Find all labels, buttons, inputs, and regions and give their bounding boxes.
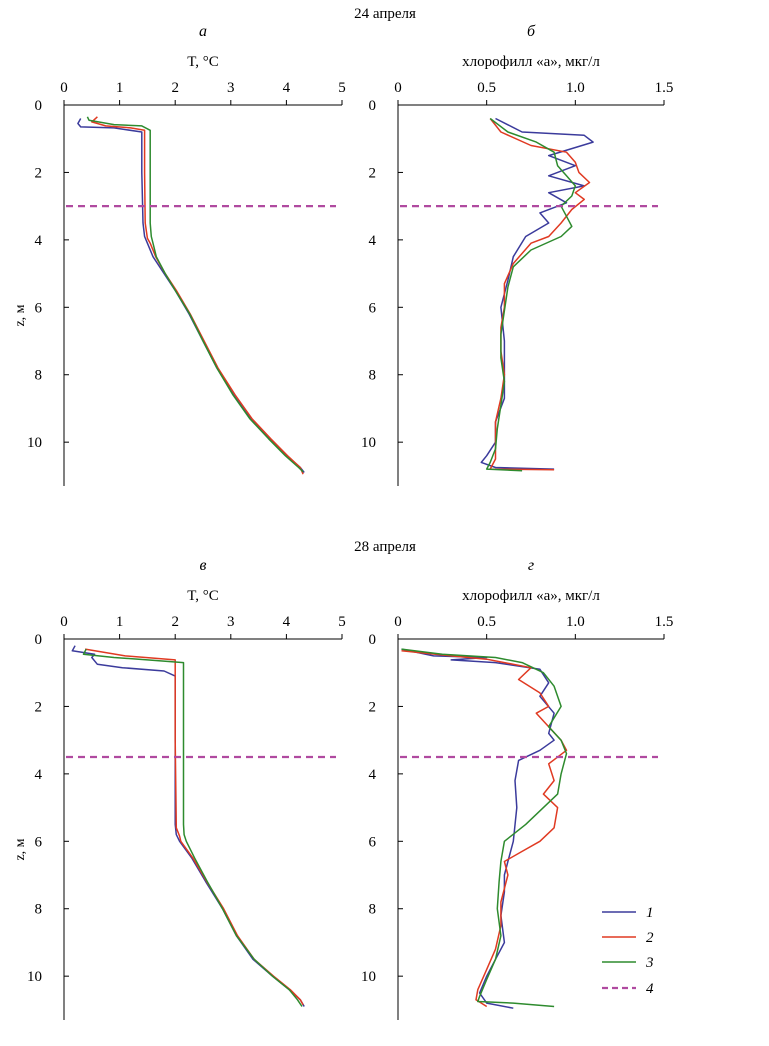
legend-label-4: 4: [646, 981, 654, 997]
chart1-xtick-label-1: 1: [116, 80, 124, 96]
chart3-xtick-label-1: 1: [116, 614, 124, 630]
chart3-series-line-2: [84, 648, 304, 1006]
chart3-panel-letter: в: [200, 557, 207, 574]
chart1-ytick-label-5: 10: [27, 435, 42, 451]
chart2-series-line-2: [489, 118, 591, 471]
chart3-yaxis-label: z, м: [13, 838, 28, 860]
chart3-ytick-label-0: 0: [35, 632, 43, 648]
chart1-ytick-label-4: 8: [35, 368, 43, 384]
chart2-series-line-3: [485, 117, 577, 472]
chart1-ytick-label-1: 2: [35, 165, 43, 181]
chart2-xtick-label-2: 1.0: [566, 80, 585, 96]
chart-panel-4: г хлорофилл «а», мкг/л 0 0.5 1.0 1.5 0 2 4 6 8 10: [361, 557, 673, 1020]
chart4-series-line-1: [401, 648, 555, 1009]
chart1-xtick-label-2: 2: [171, 80, 179, 96]
chart2-ytick-label-4: 8: [369, 368, 377, 384]
chart1-ytick-label-3: 6: [35, 300, 43, 316]
chart4-ytick-label-0: 0: [369, 632, 377, 648]
chart1-xtick-label-5: 5: [338, 80, 346, 96]
chart1-series-line-3: [86, 116, 304, 473]
legend-label-1: 1: [646, 905, 654, 921]
chart-panel-2: б хлорофилл «а», мкг/л 0 0.5 1.0 1.5 0 2 4 6 8 10: [361, 23, 673, 486]
chart2-ytick-label-0: 0: [369, 98, 377, 114]
legend-label-2: 2: [646, 930, 654, 946]
chart3-xtick-label-3: 3: [227, 614, 235, 630]
chart2-xtick-label-0: 0: [394, 80, 402, 96]
chart4-xtick-label-2: 1.0: [566, 614, 585, 630]
chart4-panel-letter: г: [528, 557, 534, 574]
chart4-xtick-label-1: 0.5: [477, 614, 496, 630]
chart4-xtick-label-3: 1.5: [655, 614, 674, 630]
chart3-xtick-label-2: 2: [171, 614, 179, 630]
chart2-ytick-label-3: 6: [369, 300, 377, 316]
chart1-xtick-label-3: 3: [227, 80, 235, 96]
chart1-ytick-label-2: 4: [35, 233, 43, 249]
chart3-ytick-label-1: 2: [35, 699, 43, 715]
chart3-series-line-3: [82, 648, 303, 1007]
chart3-ytick-label-2: 4: [35, 767, 43, 783]
chart1-ytick-label-0: 0: [35, 98, 43, 114]
chart3-ytick-label-5: 10: [27, 969, 42, 985]
chart4-ytick-label-3: 6: [369, 834, 377, 850]
chart4-xtick-label-0: 0: [394, 614, 402, 630]
chart2-series-line-1: [480, 117, 594, 470]
chart4-ytick-label-2: 4: [369, 767, 377, 783]
chart4-xaxis-label: хлорофилл «а», мкг/л: [462, 588, 600, 604]
chart1-xtick-label-4: 4: [283, 80, 291, 96]
chart3-series-line-1: [71, 645, 305, 1007]
chart2-ytick-label-2: 4: [369, 233, 377, 249]
chart2-xaxis-label: хлорофилл «а», мкг/л: [462, 54, 600, 70]
date-label-top: 24 апреля: [354, 6, 416, 22]
chart2-ytick-label-1: 2: [369, 165, 377, 181]
legend: 1 2 3 4: [602, 905, 654, 997]
chart3-ytick-label-3: 6: [35, 834, 43, 850]
chart4-series-line-2: [401, 650, 568, 1008]
chart4-ytick-label-5: 10: [361, 969, 376, 985]
chart4-ytick-label-4: 8: [369, 902, 377, 918]
chart2-panel-letter: б: [527, 23, 536, 40]
chart1-series-line-1: [77, 118, 305, 473]
chart3-xaxis-label: T, °C: [187, 588, 219, 604]
chart3-xtick-label-0: 0: [60, 614, 68, 630]
chart-panel-1: а T, °C 0 1 2 3 4 5 0 2 4 6 8 10 z, м: [13, 23, 346, 486]
chart1-xaxis-label: T, °C: [187, 54, 219, 70]
chart4-series-line-3: [401, 648, 568, 1008]
chart3-xtick-label-4: 4: [283, 614, 291, 630]
chart2-xtick-label-3: 1.5: [655, 80, 674, 96]
chart2-xtick-label-1: 0.5: [477, 80, 496, 96]
chart3-xtick-label-5: 5: [338, 614, 346, 630]
legend-label-3: 3: [645, 955, 654, 971]
date-label-bottom: 28 апреля: [354, 539, 416, 555]
chart1-xtick-label-0: 0: [60, 80, 68, 96]
chart3-ytick-label-4: 8: [35, 902, 43, 918]
chart1-series-line-2: [91, 116, 304, 475]
chart1-yaxis-label: z, м: [13, 304, 28, 326]
chart4-ytick-label-1: 2: [369, 699, 377, 715]
chart2-ytick-label-5: 10: [361, 435, 376, 451]
chart-panel-3: в T, °C 0 1 2 3 4 5 0 2 4 6 8 10 z, м: [13, 557, 346, 1020]
chart1-panel-letter: а: [199, 23, 207, 40]
